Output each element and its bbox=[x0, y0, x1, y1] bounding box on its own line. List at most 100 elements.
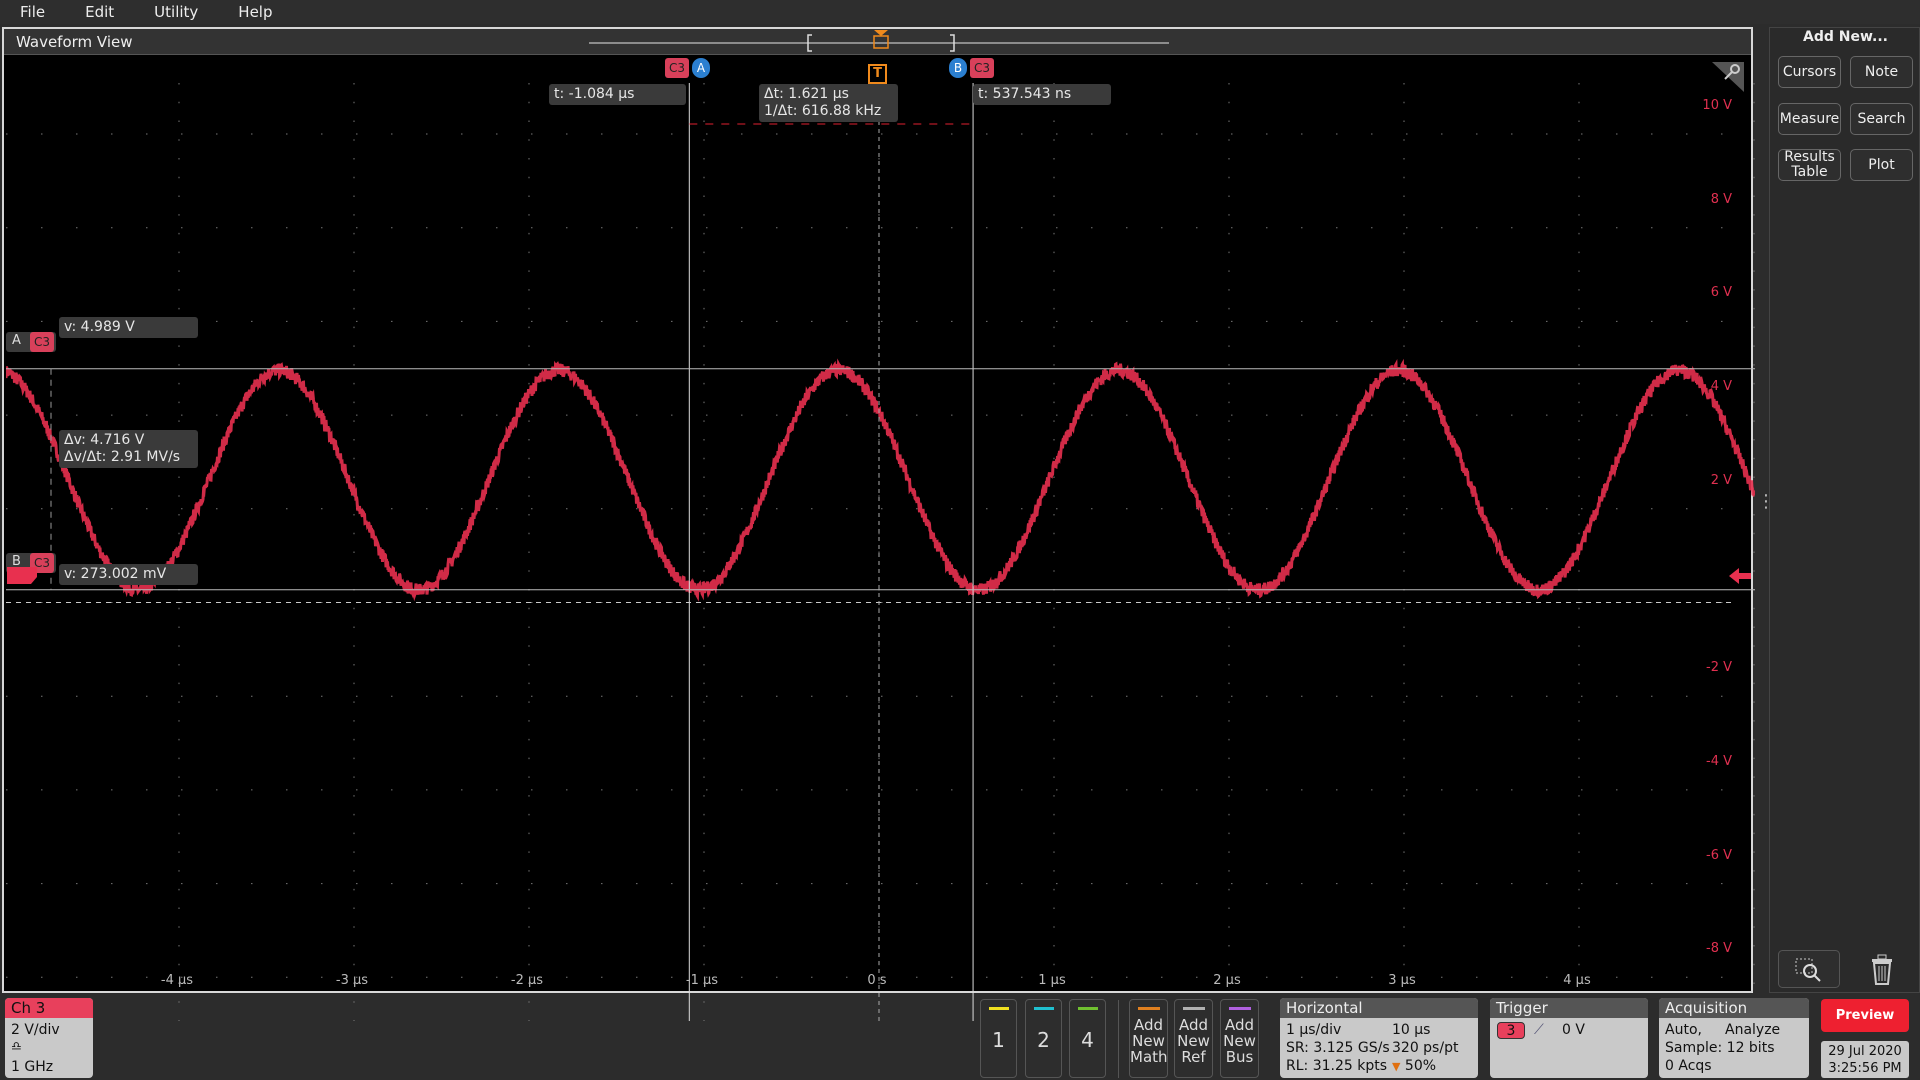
menu-help[interactable]: Help bbox=[238, 3, 273, 21]
ch3-bandwidth: 1 GHz bbox=[11, 1059, 54, 1075]
ch3-badge-title: Ch 3 bbox=[5, 998, 93, 1018]
sample-rate: SR: 3.125 GS/s bbox=[1286, 1040, 1390, 1056]
x-tick-label: 0 s bbox=[867, 973, 887, 988]
note-button[interactable]: Note bbox=[1850, 56, 1913, 88]
cursor-b-tag[interactable]: B bbox=[949, 58, 967, 78]
preview-button[interactable]: Preview bbox=[1821, 999, 1909, 1032]
results-table-button[interactable]: Results Table bbox=[1778, 149, 1841, 181]
ch3-waveform bbox=[6, 358, 1755, 602]
add-new-math-label: Add New Math bbox=[1130, 1016, 1168, 1066]
add-new-bus-label: Add New Bus bbox=[1223, 1016, 1256, 1066]
trigger-position-icon: ▼ bbox=[1392, 1060, 1401, 1073]
plot-button[interactable]: Plot bbox=[1850, 149, 1913, 181]
add-new-ref-button[interactable]: Add New Ref bbox=[1174, 999, 1213, 1078]
y-tick-label: 10 V bbox=[1702, 98, 1732, 113]
menu-file[interactable]: File bbox=[20, 3, 46, 21]
cursors-button[interactable]: Cursors bbox=[1778, 56, 1841, 88]
add-new-ref-label: Add New Ref bbox=[1177, 1016, 1210, 1066]
add-new-math-button[interactable]: Add New Math bbox=[1129, 999, 1168, 1078]
cursor-b-voltage-readout: v: 273.002 mV bbox=[59, 564, 198, 585]
waveform-view-titlebar: Waveform View bbox=[4, 29, 1751, 55]
delta-t-value: Δt: 1.621 µs bbox=[764, 86, 849, 102]
horizontal-title: Horizontal bbox=[1280, 998, 1478, 1018]
y-tick-label: -4 V bbox=[1706, 753, 1732, 769]
y-tick-label: -6 V bbox=[1706, 847, 1732, 863]
ch3-badge[interactable]: Ch 3 2 V/div ♎ 1 GHz bbox=[5, 998, 93, 1078]
horizontal-badge[interactable]: Horizontal 1 µs/div 10 µs SR: 3.125 GS/s… bbox=[1280, 998, 1478, 1078]
trigger-source: 3 bbox=[1497, 1022, 1525, 1039]
x-tick-label: -2 µs bbox=[510, 973, 544, 988]
resolution: 320 ps/pt bbox=[1392, 1040, 1459, 1056]
acquisition-badge[interactable]: Acquisition Auto, Analyze Sample: 12 bit… bbox=[1659, 998, 1809, 1078]
cursor-b-source-tag[interactable]: C3 bbox=[970, 58, 994, 78]
trigger-badge[interactable]: Trigger 3 ⟋ 0 V bbox=[1490, 998, 1648, 1078]
zoom-tool-icon[interactable] bbox=[1778, 950, 1840, 988]
x-tick-label: 4 µs bbox=[1563, 973, 1591, 988]
graticule[interactable] bbox=[6, 83, 1755, 1021]
record-length: RL: 31.25 kpts bbox=[1286, 1058, 1388, 1074]
cursor-b-time-readout: t: 537.543 ns bbox=[973, 84, 1111, 105]
cursor-a-source: C3 bbox=[30, 332, 54, 352]
x-tick-label: 1 µs bbox=[1038, 973, 1066, 988]
measure-button[interactable]: Measure bbox=[1778, 103, 1841, 135]
date: 29 Jul 2020 bbox=[1828, 1044, 1902, 1059]
zoom-corner-icon[interactable] bbox=[1710, 60, 1746, 94]
dv-dt-value: Δv/Δt: 2.91 MV/s bbox=[64, 449, 181, 465]
ch3-offset-marker[interactable] bbox=[7, 567, 39, 585]
record-overview[interactable] bbox=[4, 29, 1755, 55]
y-tick-label: -8 V bbox=[1706, 941, 1732, 957]
y-tick-label: -2 V bbox=[1706, 660, 1732, 676]
y-tick-label: 6 V bbox=[1710, 285, 1732, 301]
horizontal-scale: 1 µs/div bbox=[1286, 1022, 1342, 1038]
search-button[interactable]: Search bbox=[1850, 103, 1913, 135]
x-tick-label: 2 µs bbox=[1213, 973, 1241, 988]
cursor-a-tag[interactable]: A bbox=[692, 58, 710, 78]
x-tick-label: -4 µs bbox=[160, 973, 194, 988]
ch3-level-arrow-icon[interactable] bbox=[1729, 566, 1751, 586]
y-tick-label: 2 V bbox=[1710, 472, 1732, 488]
trigger-position: ▼ 50% bbox=[1392, 1058, 1436, 1075]
acquisition-title: Acquisition bbox=[1659, 998, 1809, 1018]
rising-edge-icon: ⟋ bbox=[1534, 1022, 1544, 1038]
date-time: 29 Jul 2020 3:25:56 PM bbox=[1821, 1041, 1909, 1078]
channel-2-button[interactable]: 2 bbox=[1025, 999, 1062, 1078]
time: 3:25:56 PM bbox=[1828, 1061, 1902, 1076]
divider bbox=[1118, 1000, 1119, 1078]
ch3-scale: 2 V/div bbox=[11, 1022, 60, 1038]
menu-bar: File Edit Utility Help bbox=[0, 0, 1920, 24]
waveform-view[interactable]: Waveform View bbox=[2, 27, 1755, 1021]
cursor-a-source-tag[interactable]: C3 bbox=[665, 58, 689, 78]
probe-icon: ♎ bbox=[11, 1039, 22, 1053]
trigger-title: Trigger bbox=[1490, 998, 1648, 1018]
x-tick-label: -3 µs bbox=[335, 973, 369, 988]
channel-1-label: 1 bbox=[992, 1028, 1005, 1052]
acquisition-analyze: Analyze bbox=[1725, 1022, 1781, 1038]
trigger-position-marker[interactable]: T bbox=[868, 64, 887, 84]
horizontal-duration: 10 µs bbox=[1392, 1022, 1431, 1038]
cursor-delta-v-readout: Δv: 4.716 V Δv/Δt: 2.91 MV/s bbox=[59, 430, 198, 468]
channel-4-label: 4 bbox=[1081, 1028, 1094, 1052]
y-tick-label: 4 V bbox=[1710, 379, 1732, 395]
cursor-a-horizontal-tag[interactable]: A C3 bbox=[6, 332, 56, 352]
trash-icon[interactable] bbox=[1862, 950, 1902, 988]
trigger-level: 0 V bbox=[1562, 1022, 1585, 1038]
x-tick-label: 3 µs bbox=[1388, 973, 1416, 988]
waveform-view-title: Waveform View bbox=[16, 33, 133, 51]
cursor-a-voltage-readout: v: 4.989 V bbox=[59, 317, 198, 338]
acquisition-count: 0 Acqs bbox=[1665, 1058, 1712, 1074]
acquisition-sample: Sample: 12 bits bbox=[1665, 1040, 1775, 1056]
cursor-a-time-readout: t: -1.084 µs bbox=[549, 84, 686, 105]
cursor-delta-readout: Δt: 1.621 µs 1/Δt: 616.88 kHz bbox=[759, 84, 898, 122]
menu-utility[interactable]: Utility bbox=[154, 3, 199, 21]
channel-4-button[interactable]: 4 bbox=[1069, 999, 1106, 1078]
trigger-position-value: 50% bbox=[1404, 1058, 1437, 1074]
y-tick-label: 8 V bbox=[1710, 191, 1732, 207]
cursor-a-label: A bbox=[12, 333, 21, 348]
menu-edit[interactable]: Edit bbox=[85, 3, 115, 21]
channel-1-button[interactable]: 1 bbox=[980, 999, 1017, 1078]
add-new-bus-button[interactable]: Add New Bus bbox=[1220, 999, 1259, 1078]
x-tick-label: -1 µs bbox=[685, 973, 719, 988]
add-new-panel: Add New... Cursors Note Measure Search R… bbox=[1769, 27, 1920, 993]
inverse-delta-t-value: 1/Δt: 616.88 kHz bbox=[764, 103, 882, 119]
add-new-title: Add New... bbox=[1803, 29, 1888, 45]
